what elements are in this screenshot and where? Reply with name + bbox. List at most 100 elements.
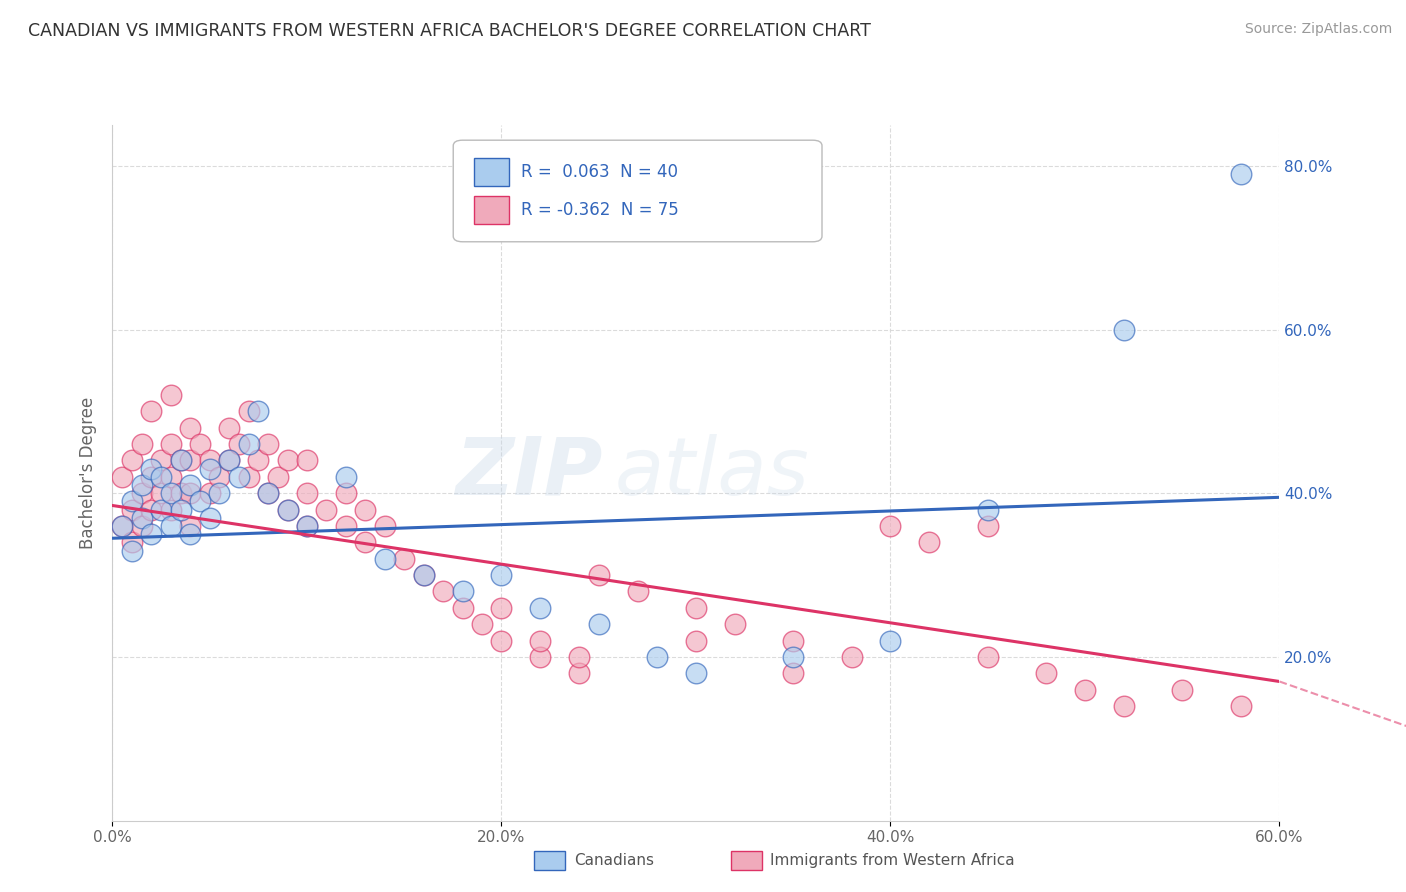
Point [471,617,494,632]
Point [529,649,551,664]
Point [218,453,240,467]
Point [588,617,610,632]
Point [782,633,804,648]
Point [295,519,318,533]
Point [111,519,134,533]
Point [121,494,143,508]
Point [208,470,231,484]
Point [392,551,416,566]
Point [1112,322,1135,336]
Point [141,404,163,418]
Text: R =  0.063  N = 40: R = 0.063 N = 40 [520,163,678,181]
Point [169,486,191,500]
Point [141,502,163,516]
Point [451,584,474,599]
Point [228,470,250,484]
Text: ZIP: ZIP [456,434,603,512]
Point [169,453,191,467]
Point [315,502,337,516]
Bar [474,196,509,224]
Point [1112,699,1135,714]
Point [1035,666,1057,681]
Point [238,470,260,484]
Bar [731,851,762,871]
Text: CANADIAN VS IMMIGRANTS FROM WESTERN AFRICA BACHELOR'S DEGREE CORRELATION CHART: CANADIAN VS IMMIGRANTS FROM WESTERN AFRI… [28,22,870,40]
Point [918,535,941,549]
Point [198,453,221,467]
Point [160,437,183,451]
Point [685,633,707,648]
Point [491,600,513,615]
Point [121,543,143,558]
Point [150,453,173,467]
Point [160,519,183,533]
Point [879,519,901,533]
Point [131,478,153,492]
Point [295,519,318,533]
Point [131,486,153,500]
Point [335,519,357,533]
Point [179,421,201,435]
Point [141,470,163,484]
Point [295,453,318,467]
Point [257,437,280,451]
Point [179,478,201,492]
Point [276,502,298,516]
Bar [534,851,565,871]
Text: Immigrants from Western Africa: Immigrants from Western Africa [770,854,1015,868]
Point [218,453,240,467]
Point [276,453,298,467]
Point [335,470,357,484]
Point [169,453,191,467]
Point [588,568,610,582]
Point [228,437,250,451]
Point [257,486,280,500]
Point [782,649,804,664]
Point [568,649,591,664]
Point [121,502,143,516]
Point [179,519,201,533]
Point [179,527,201,541]
Point [247,404,270,418]
Point [179,453,201,467]
Point [335,486,357,500]
Point [627,584,650,599]
Point [160,470,183,484]
Bar [474,158,509,186]
Point [529,600,551,615]
Point [976,649,998,664]
Point [131,437,153,451]
Point [188,494,211,508]
Point [432,584,454,599]
Point [1171,682,1194,697]
Point [198,510,221,524]
Point [141,461,163,475]
Point [491,633,513,648]
Point [121,535,143,549]
Point [374,551,396,566]
Point [267,470,290,484]
Point [179,486,201,500]
Point [354,535,377,549]
Point [645,649,668,664]
Point [131,519,153,533]
Point [295,486,318,500]
Point [218,421,240,435]
Point [160,502,183,516]
Point [841,649,863,664]
Point [188,437,211,451]
Point [160,388,183,402]
Point [724,617,747,632]
Point [276,502,298,516]
Y-axis label: Bachelor's Degree: Bachelor's Degree [79,397,97,549]
Point [238,404,260,418]
Point [150,502,173,516]
Point [198,486,221,500]
Point [491,568,513,582]
Text: R = -0.362  N = 75: R = -0.362 N = 75 [520,201,679,219]
Point [976,519,998,533]
Point [529,633,551,648]
Point [150,486,173,500]
Point [208,486,231,500]
Point [1074,682,1097,697]
